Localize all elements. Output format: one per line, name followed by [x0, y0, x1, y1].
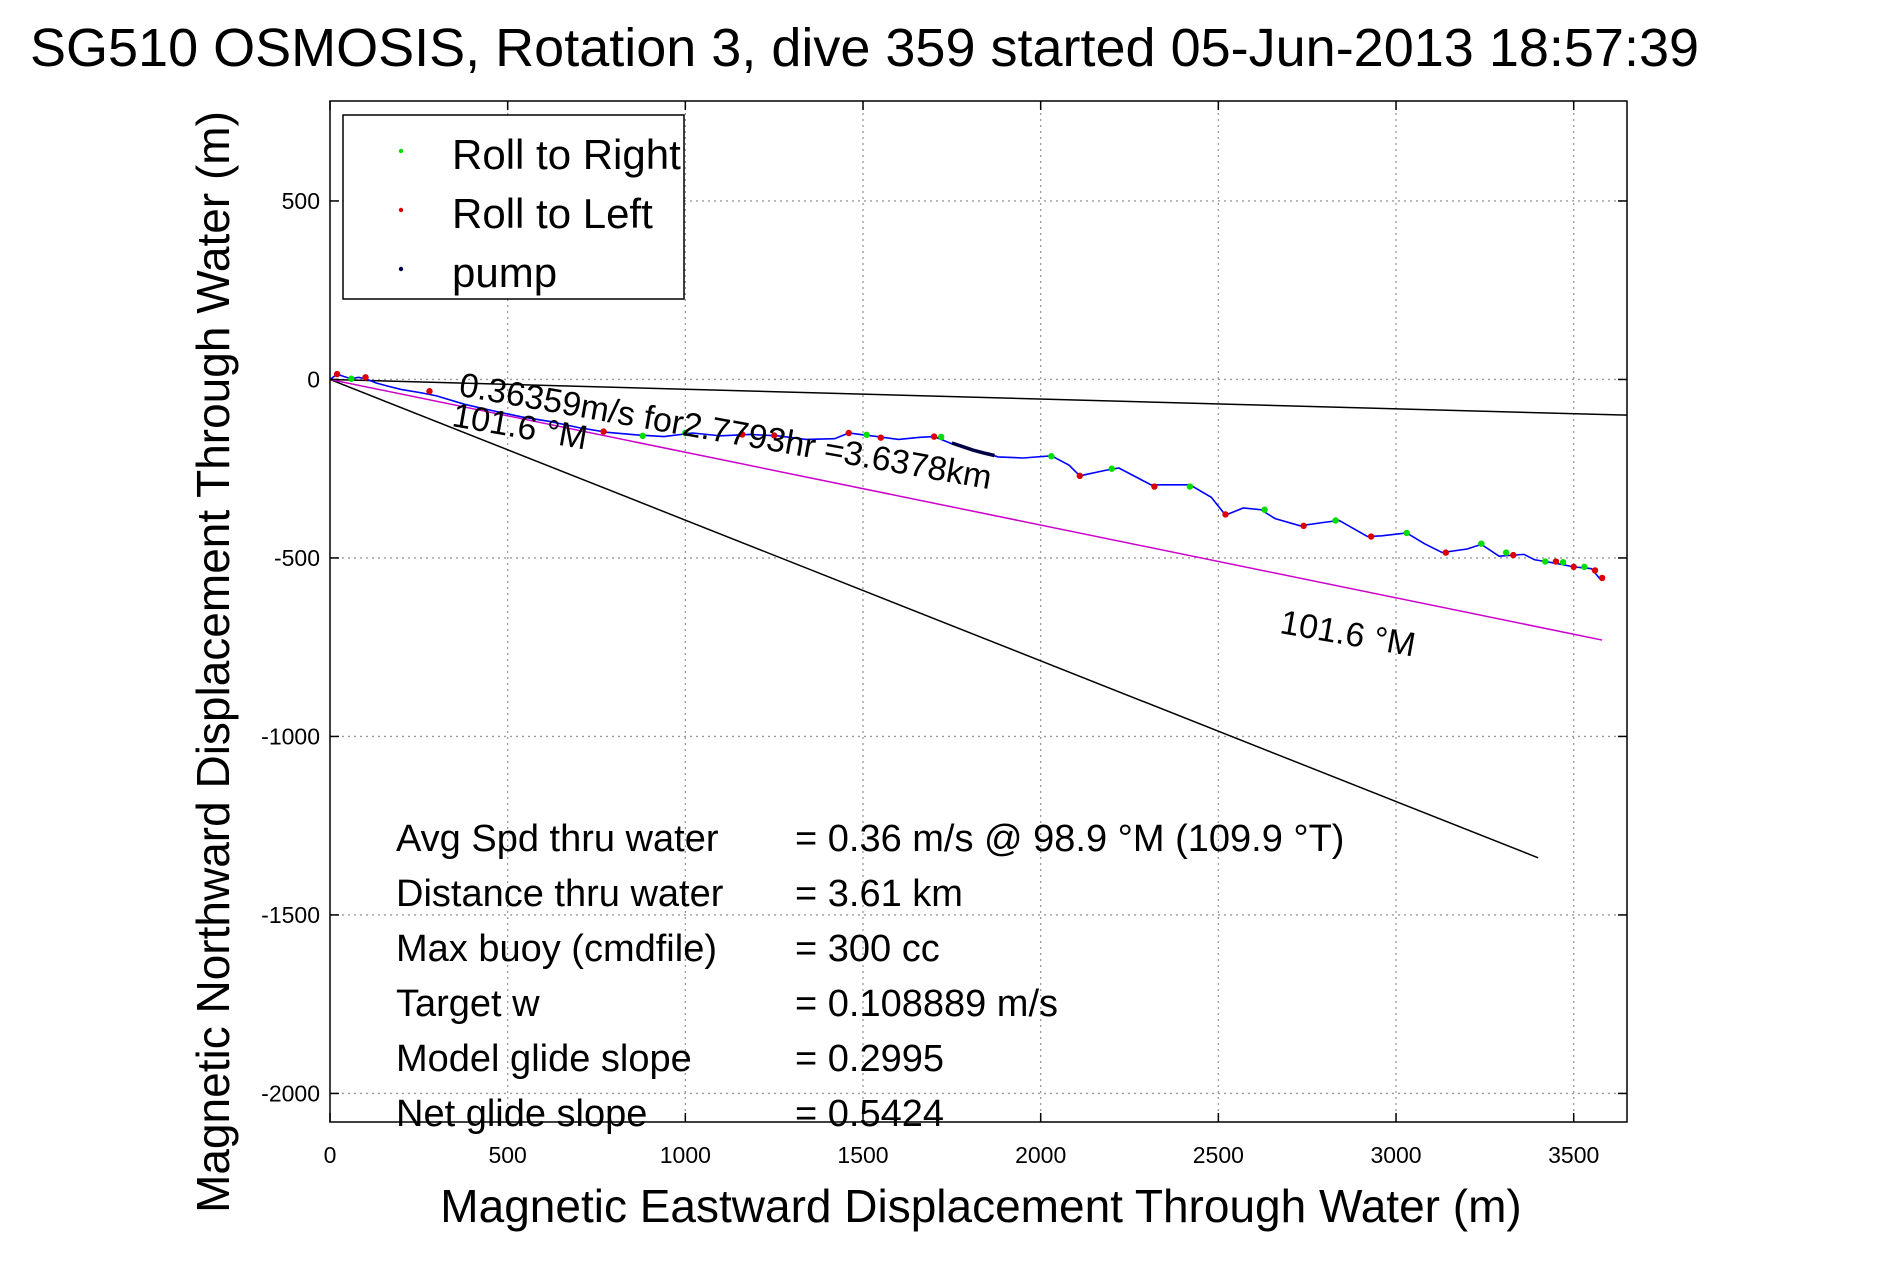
roll-right-point	[682, 429, 689, 437]
roll-left-point	[1591, 567, 1599, 574]
roll-left-point	[1300, 522, 1307, 530]
roll-left-point	[1076, 472, 1083, 480]
roll-left-point	[1151, 483, 1158, 490]
roll-right-point	[863, 431, 870, 438]
roll-left-point	[877, 434, 884, 441]
roll-right-point	[1502, 549, 1510, 556]
reference-line-1	[329, 378, 1628, 416]
y-tick-label: 500	[282, 188, 320, 214]
stat-label: Net glide slope	[396, 1093, 647, 1135]
roll-right-point	[1542, 558, 1549, 565]
stat-value: = 0.108889 m/s	[795, 983, 1058, 1025]
stat-label: Avg Spd thru water	[396, 818, 719, 860]
roll-left-point	[845, 429, 852, 437]
axis-ticks: 0 500 1000 1500 2000 2500 3000 3500 500 0 -500 -100…	[261, 101, 1627, 1168]
roll-right-point	[1048, 453, 1055, 460]
roll-right-point	[1403, 529, 1410, 537]
reference-line-2	[329, 378, 1539, 859]
stat-label: Model glide slope	[396, 1038, 692, 1080]
track	[329, 373, 1601, 580]
pump-segment	[951, 441, 995, 458]
y-tick-label: -2000	[261, 1080, 320, 1106]
annotation-label: 101.6 °M	[1277, 603, 1418, 664]
roll-left-point	[362, 374, 369, 381]
stat-value: = 3.61 km	[795, 873, 963, 915]
stat-value: = 0.5424	[795, 1093, 944, 1135]
x-tick-label: 3500	[1548, 1142, 1599, 1168]
roll-right-point	[1261, 506, 1268, 513]
x-tick-label: 500	[488, 1142, 526, 1168]
reference-line-3	[329, 378, 1603, 641]
legend-entry-label: pump	[452, 249, 557, 296]
y-axis-label: Magnetic Northward Displacement Through …	[187, 111, 239, 1213]
track-points	[333, 370, 1606, 582]
reference-lines	[329, 378, 1628, 859]
roll-left-point	[1442, 549, 1449, 556]
roll-left-point	[1510, 551, 1517, 559]
y-tick-label: -1500	[261, 902, 320, 928]
roll-right-point	[1559, 559, 1567, 566]
legend-entry-label: Roll to Left	[452, 190, 653, 237]
roll-right-point	[348, 375, 355, 382]
roll-right-point	[1186, 483, 1194, 490]
y-tick-label: 0	[307, 366, 320, 392]
roll-left-point	[426, 388, 433, 395]
x-tick-label: 2000	[1015, 1142, 1066, 1168]
stat-value: = 300 cc	[795, 928, 940, 970]
legend-entry-label: Roll to Right	[452, 131, 681, 178]
roll-left-point	[1222, 511, 1229, 518]
stat-value: = 0.36 m/s @ 98.9 °M (109.9 °T)	[795, 818, 1344, 860]
roll-right-point	[937, 433, 945, 441]
roll-left-point	[600, 428, 607, 435]
roll-left-point	[930, 433, 938, 440]
x-axis-label: Magnetic Eastward Displacement Through W…	[440, 1180, 1521, 1232]
roll-left-point	[770, 432, 778, 439]
stat-label: Target w	[396, 983, 540, 1025]
legend-marker	[398, 266, 404, 272]
stat-label: Distance thru water	[396, 873, 724, 915]
legend-marker	[398, 148, 404, 154]
roll-right-point	[1108, 465, 1115, 472]
roll-left-point	[1570, 563, 1577, 571]
roll-left-point	[1598, 574, 1606, 582]
x-tick-label: 1500	[837, 1142, 888, 1168]
plot-frame	[329, 100, 1628, 1123]
y-tick-label: -500	[274, 545, 320, 571]
roll-right-point	[1478, 540, 1485, 547]
stat-label: Max buoy (cmdfile)	[396, 928, 717, 970]
x-tick-label: 3000	[1370, 1142, 1421, 1168]
roll-right-point	[1581, 563, 1588, 571]
roll-left-point	[1552, 558, 1560, 565]
roll-left-point	[738, 431, 746, 438]
legend-marker	[398, 207, 404, 213]
chart-title: SG510 OSMOSIS, Rotation 3, dive 359 star…	[30, 18, 1699, 78]
legend: Roll to Right Roll to Left pump	[342, 114, 685, 300]
x-tick-label: 1000	[660, 1142, 711, 1168]
y-tick-label: -1000	[261, 723, 320, 749]
stat-value: = 0.2995	[795, 1038, 944, 1080]
x-tick-label: 2500	[1193, 1142, 1244, 1168]
roll-right-point	[1332, 517, 1339, 524]
roll-right-point	[639, 432, 646, 440]
roll-left-point	[1367, 533, 1375, 540]
grid	[330, 101, 1627, 1122]
stats-block: Avg Spd thru water = 0.36 m/s @ 98.9 °M (…	[396, 818, 1344, 1135]
roll-left-point	[333, 370, 341, 378]
x-tick-label: 0	[324, 1142, 337, 1168]
